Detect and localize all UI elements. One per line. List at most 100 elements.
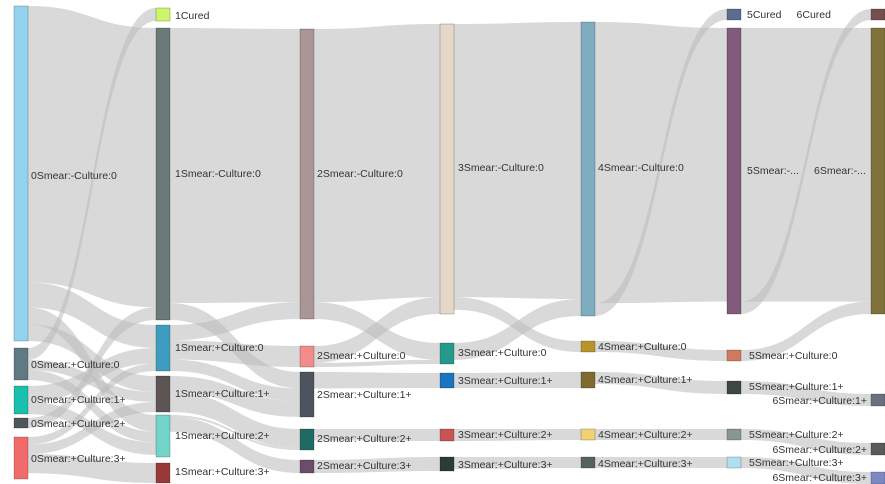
node-2neg <box>299 28 315 320</box>
node-0pos1 <box>13 385 29 415</box>
link-5pos2-6pos2 <box>741 429 871 455</box>
label-3pos1: 3Smear:+Culture:1+ <box>458 375 553 387</box>
label-4pos0: 4Smear:+Culture:0 <box>598 341 687 353</box>
node-1cured <box>155 7 171 22</box>
node-0neg <box>13 5 29 342</box>
node-2pos0 <box>299 345 315 368</box>
link-0pos1-1pos0 <box>28 348 156 402</box>
link-2pos0-3pos0 <box>314 359 440 367</box>
label-1neg: 1Smear:-Culture:0 <box>175 168 261 180</box>
sankey-links <box>28 6 871 484</box>
node-6pos3 <box>870 471 885 484</box>
link-2pos2-3pos2 <box>314 429 440 441</box>
link-3pos0-4neg <box>454 298 581 360</box>
link-4pos2-5pos2 <box>595 429 727 440</box>
label-5pos3: 5Smear:+Culture:3+ <box>749 457 844 469</box>
label-6neg: 6Smear:-... <box>814 165 866 177</box>
link-1pos2-2pos3 <box>170 417 300 473</box>
label-0neg: 0Smear:-Culture:0 <box>31 170 117 182</box>
link-5pos1-6pos1 <box>741 381 871 406</box>
node-5pos3 <box>726 456 742 469</box>
node-0pos0 <box>13 347 29 381</box>
link-0pos2-1neg <box>28 307 156 428</box>
link-0neg-1neg <box>28 6 156 308</box>
node-6pos2 <box>870 442 885 456</box>
label-4pos1: 4Smear:+Culture:1+ <box>598 374 693 386</box>
label-4pos2: 4Smear:+Culture:2+ <box>598 429 693 441</box>
link-5pos3-6pos3 <box>741 457 871 484</box>
link-0pos3-1pos0 <box>28 363 156 445</box>
link-0neg-1pos0 <box>28 282 156 348</box>
label-0pos2: 0Smear:+Culture:2+ <box>31 418 126 430</box>
node-3neg <box>439 23 455 315</box>
label-3pos0: 3Smear:+Culture:0 <box>458 347 547 359</box>
label-1cured: 1Cured <box>175 10 210 22</box>
link-4neg-5cured <box>595 9 727 316</box>
label-1pos3: 1Smear:+Culture:3+ <box>175 466 270 478</box>
node-6neg <box>870 27 885 315</box>
node-4pos2 <box>580 428 596 441</box>
node-5pos2 <box>726 428 742 441</box>
link-1pos2-2pos2 <box>170 415 300 450</box>
label-5neg: 5Smear:-... <box>747 165 799 177</box>
node-0pos3 <box>13 436 29 480</box>
node-4neg <box>580 21 596 317</box>
node-0pos2 <box>13 417 29 429</box>
label-2neg: 2Smear:-Culture:0 <box>317 168 403 180</box>
label-3neg: 3Smear:-Culture:0 <box>458 162 544 174</box>
node-1neg <box>155 27 171 321</box>
label-2pos0: 2Smear:+Culture:0 <box>317 350 406 362</box>
link-0pos3-1pos1 <box>28 402 156 455</box>
node-5cured <box>726 8 742 21</box>
link-1pos0-2neg <box>170 302 300 341</box>
link-4pos0-5pos0 <box>595 341 727 361</box>
node-5neg <box>726 27 742 315</box>
link-1pos0-2pos1 <box>170 359 300 401</box>
node-2pos3 <box>299 459 315 474</box>
sankey-labels: 0Smear:-Culture:0 0Smear:+Culture:0 0Smear… <box>31 9 867 484</box>
label-1pos1: 1Smear:+Culture:1+ <box>175 388 270 400</box>
node-1pos3 <box>155 462 171 484</box>
label-0pos0: 0Smear:+Culture:0 <box>31 359 120 371</box>
link-3pos1-4pos1 <box>454 372 581 388</box>
node-4pos3 <box>580 456 596 469</box>
label-0pos3: 0Smear:+Culture:3+ <box>31 453 126 465</box>
link-5pos0-6neg <box>741 301 871 361</box>
node-1pos1 <box>155 375 171 413</box>
link-3pos3-4pos3 <box>454 457 581 469</box>
node-3pos1 <box>439 372 455 389</box>
sankey-nodes <box>13 5 885 484</box>
label-2pos2: 2Smear:+Culture:2+ <box>317 433 412 445</box>
label-1pos0: 1Smear:+Culture:0 <box>175 342 264 354</box>
node-6cured <box>870 8 885 21</box>
link-2pos1-3pos1 <box>314 372 440 389</box>
label-6pos3: 6Smear:+Culture:3+ <box>772 472 867 484</box>
node-3pos3 <box>439 456 455 472</box>
label-2pos3: 2Smear:+Culture:3+ <box>317 460 412 472</box>
label-5pos1: 5Smear:+Culture:1+ <box>749 381 844 393</box>
label-3pos2: 3Smear:+Culture:2+ <box>458 429 553 441</box>
node-6pos1 <box>870 393 885 407</box>
link-4pos1-5pos1 <box>595 372 727 394</box>
link-1pos1-2pos1 <box>170 376 300 417</box>
node-5pos0 <box>726 349 742 362</box>
label-1pos2: 1Smear:+Culture:2+ <box>175 430 270 442</box>
link-2pos3-3pos3 <box>314 457 440 473</box>
node-3pos0 <box>439 342 455 365</box>
link-4pos3-5pos3 <box>595 457 727 468</box>
label-4neg: 4Smear:-Culture:0 <box>598 162 684 174</box>
link-3neg-4neg <box>454 22 581 299</box>
link-3pos2-4pos2 <box>454 429 581 441</box>
label-6pos2: 6Smear:+Culture:2+ <box>772 444 867 456</box>
label-3pos3: 3Smear:+Culture:3+ <box>458 459 553 471</box>
node-4pos0 <box>580 340 596 353</box>
label-5cured: 5Cured <box>747 9 782 21</box>
label-0pos1: 0Smear:+Culture:1+ <box>31 394 126 406</box>
link-1pos1-2pos2 <box>170 392 300 449</box>
link-2pos0-3neg <box>314 297 440 363</box>
node-3pos2 <box>439 428 455 442</box>
label-5pos2: 5Smear:+Culture:2+ <box>749 429 844 441</box>
label-2pos1: 2Smear:+Culture:1+ <box>317 389 412 401</box>
node-4pos1 <box>580 371 596 389</box>
